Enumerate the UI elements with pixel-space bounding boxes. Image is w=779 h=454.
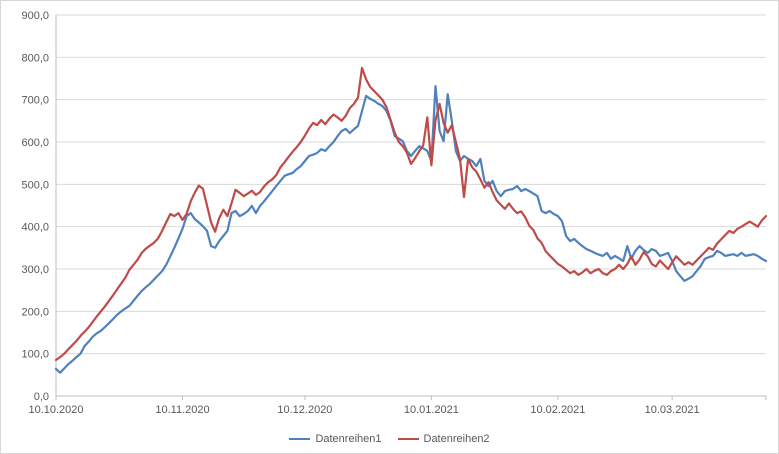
series-line-datenreihen2 <box>54 66 768 362</box>
x-tick-label: 10.10.2020 <box>28 404 83 416</box>
y-tick-label: 400,0 <box>21 222 49 234</box>
series-line-datenreihen1 <box>54 84 768 374</box>
x-tick-label: 10.01.2021 <box>404 404 459 416</box>
series1-line-swatch <box>289 438 311 440</box>
y-tick-label: 700,0 <box>21 95 49 107</box>
legend-label-series1: Datenreihen1 <box>315 433 382 445</box>
x-tick-label: 10.11.2020 <box>155 404 209 416</box>
y-tick-label: 800,0 <box>21 52 49 64</box>
x-tick-label: 10.03.2021 <box>645 404 700 416</box>
y-tick-label: 300,0 <box>21 264 49 276</box>
legend-label-series2: Datenreihen2 <box>423 433 490 445</box>
series2-line-swatch <box>397 438 419 440</box>
y-tick-label: 100,0 <box>21 349 49 361</box>
y-tick-label: 0,0 <box>34 391 49 403</box>
x-tick-label: 10.12.2020 <box>277 404 332 416</box>
chart-legend: Datenreihen1 Datenreihen2 <box>1 433 778 445</box>
y-tick-label: 900,0 <box>21 10 49 22</box>
y-tick-label: 600,0 <box>21 137 49 149</box>
legend-item-datenreihen2[interactable]: Datenreihen2 <box>397 433 490 445</box>
y-tick-label: 500,0 <box>21 179 49 191</box>
y-tick-label: 200,0 <box>21 306 49 318</box>
x-tick-label: 10.02.2021 <box>530 404 585 416</box>
legend-item-datenreihen1[interactable]: Datenreihen1 <box>289 433 382 445</box>
